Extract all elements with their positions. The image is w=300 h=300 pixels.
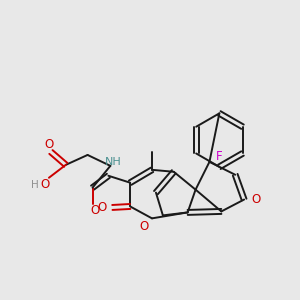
- Text: F: F: [216, 150, 223, 164]
- Text: O: O: [98, 201, 107, 214]
- Text: O: O: [40, 178, 50, 191]
- Text: NH: NH: [105, 157, 122, 167]
- Text: O: O: [90, 204, 99, 217]
- Text: H: H: [31, 180, 39, 190]
- Text: O: O: [44, 138, 54, 151]
- Text: O: O: [140, 220, 149, 233]
- Text: O: O: [251, 193, 261, 206]
